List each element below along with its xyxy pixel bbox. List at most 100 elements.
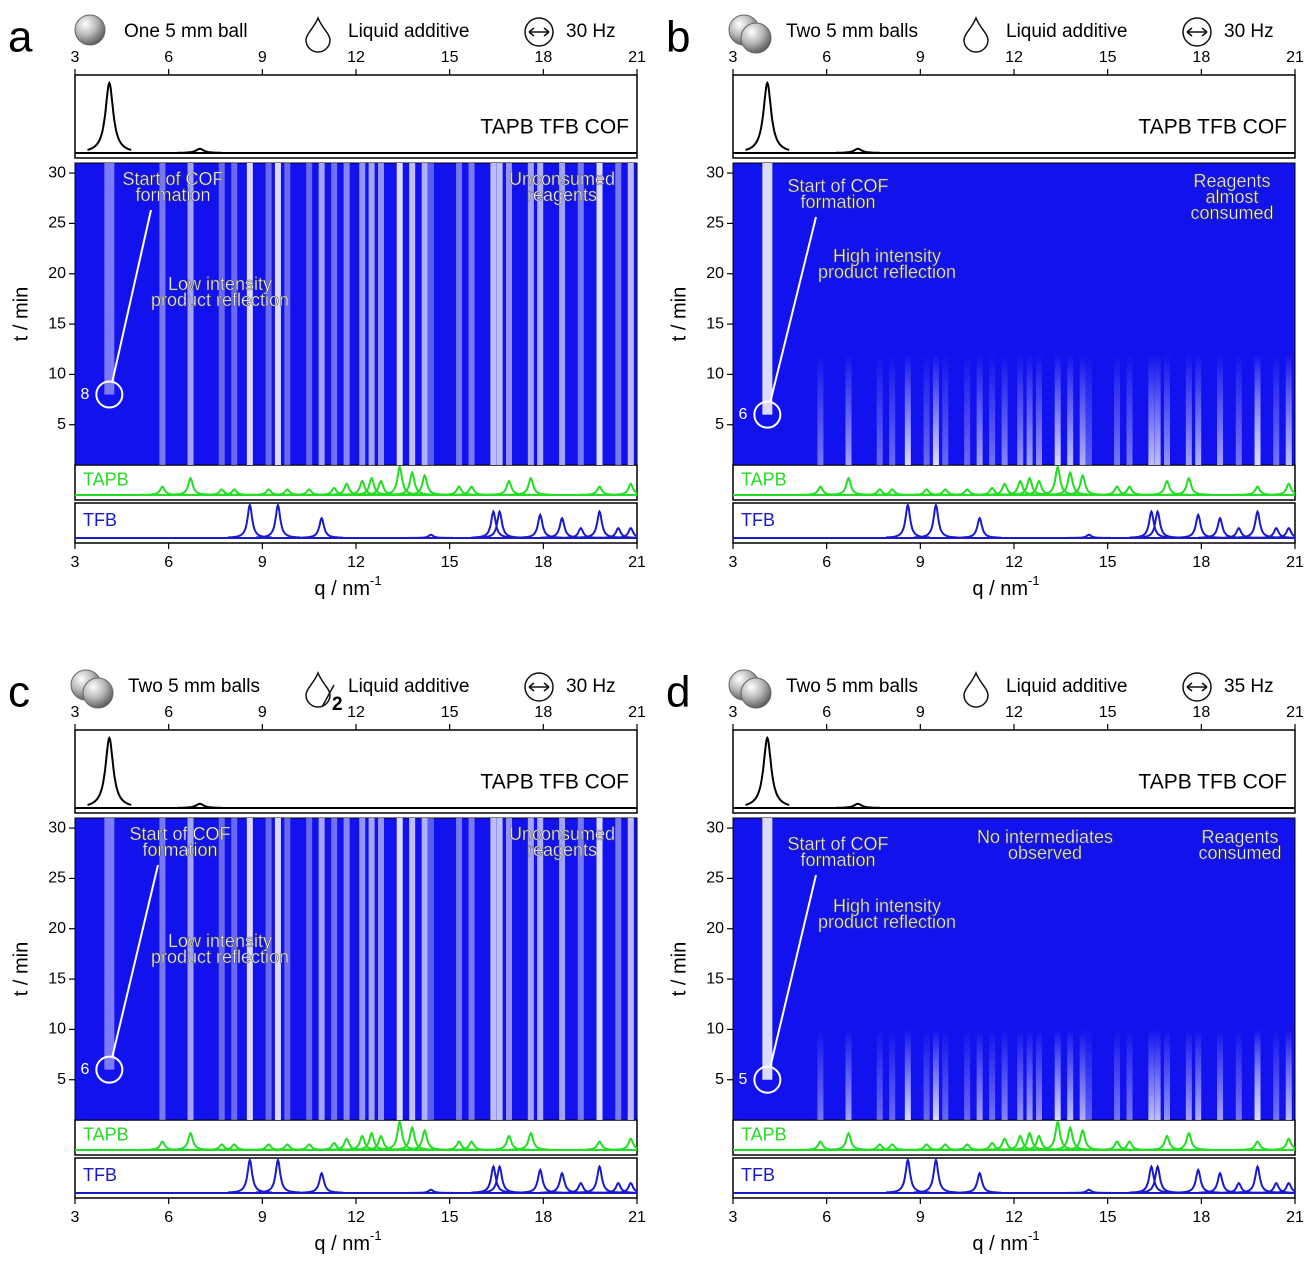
y-tick-label: 30: [706, 819, 724, 836]
x-axis-label: q / nm-1: [972, 573, 1039, 600]
reflection-streak: [989, 354, 996, 465]
profile-peak: [558, 1181, 603, 1194]
reflection-streak: [1195, 1029, 1202, 1120]
annotation: product reflection: [151, 290, 289, 310]
profile-peak: [1198, 1171, 1242, 1194]
frequency-arrow: [528, 682, 550, 692]
profile-peak: [437, 485, 481, 496]
profile-peak: [1254, 526, 1295, 539]
x-tick-label: 15: [1099, 1209, 1117, 1226]
annotation: formation: [800, 192, 875, 212]
profile-box: [732, 1157, 1296, 1199]
onset-label: 8: [81, 386, 90, 403]
frequency-text: 35 Hz: [1224, 676, 1274, 697]
annotation: High intensity: [833, 896, 941, 916]
reflection-streak: [1035, 1029, 1042, 1120]
reflection-streak: [1217, 354, 1224, 465]
liquid-fraction: 2: [332, 694, 343, 715]
y-tick-label: 10: [48, 1021, 66, 1038]
reflection-streak: [359, 818, 366, 1120]
reflection-streak: [427, 163, 434, 465]
profile-name: TFB: [83, 1165, 117, 1185]
y-tick-label: 15: [48, 970, 66, 987]
reflection-streak: [318, 163, 325, 465]
x-tick-label-top: 9: [916, 49, 925, 66]
reflection-streak: [1085, 354, 1092, 465]
reflection-streak: [1001, 354, 1008, 465]
profile-peak: [449, 1140, 494, 1151]
reflection-streak: [1085, 1029, 1092, 1120]
heatmap-background: [732, 817, 1296, 1121]
frequency-icon: [1182, 17, 1212, 47]
reflection-streak: [537, 163, 544, 465]
reflection-streak: [284, 163, 291, 465]
heatmap-background: [732, 162, 1296, 466]
reflection-streak: [274, 818, 281, 1120]
profile-name: TAPB TFB COF: [1138, 771, 1287, 794]
liquid-text: Liquid additive: [348, 676, 469, 697]
reflection-streak: [1217, 1029, 1224, 1120]
profile-peak: [1216, 1181, 1261, 1194]
x-tick-label-top: 6: [164, 49, 173, 66]
reflection-streak: [505, 163, 512, 465]
profile-peak: [596, 1181, 637, 1194]
reflection-streak: [577, 163, 584, 465]
x-tick-label-top: 18: [1192, 49, 1210, 66]
profile-peak: [255, 502, 300, 539]
reflection-streak: [1185, 354, 1192, 465]
panel: d Two 5 mm balls Liquid additive 35 Hz TAPB …: [666, 668, 1304, 1256]
reflection-streak: [923, 354, 930, 465]
y-tick-label: 30: [48, 164, 66, 181]
reflection-streak: [218, 163, 225, 465]
reflection-streak: [1195, 354, 1202, 465]
profile-peak: [518, 1167, 563, 1194]
profile-peak: [1254, 1181, 1295, 1194]
profile-peak: [1167, 1131, 1211, 1151]
profile-peak: [904, 1143, 949, 1151]
profile-name: TAPB: [83, 469, 129, 489]
x-tick-label: 21: [1286, 554, 1304, 571]
annotation: formation: [142, 840, 217, 860]
profile-peak: [608, 482, 638, 496]
y-tick-label: 20: [48, 265, 66, 282]
reflection-streak: [627, 818, 634, 1120]
x-tick-label-top: 6: [822, 49, 831, 66]
y-tick-label: 5: [715, 416, 724, 433]
reflection-streak: [942, 1029, 949, 1120]
profile-peak: [1167, 476, 1211, 496]
y-tick-label: 25: [48, 870, 66, 887]
reflection-streak: [817, 354, 824, 465]
x-tick-label: 9: [916, 1209, 925, 1226]
profile-peak: [1266, 1181, 1296, 1194]
profile-peak: [957, 516, 1002, 539]
x-tick-label: 15: [1099, 554, 1117, 571]
y-tick-label: 15: [706, 315, 724, 332]
profile-peak: [1145, 479, 1189, 496]
profile-peak: [246, 1143, 291, 1151]
cof-streak: [762, 163, 773, 415]
profile-peak: [1107, 1140, 1152, 1151]
reflection-streak: [159, 818, 166, 1120]
reflection-streak: [187, 818, 194, 1120]
reflection-streak: [306, 163, 313, 465]
profile-peak: [857, 488, 902, 496]
reflection-streak: [932, 1029, 939, 1120]
x-tick-label: 6: [822, 554, 831, 571]
reflection-streak: [1035, 354, 1042, 465]
annotation: Start of COF: [122, 169, 223, 189]
ball-icon: [74, 14, 106, 46]
cof-streak: [762, 818, 773, 1080]
panel: a One 5 mm ball Liquid additive 30 Hz TAPB T…: [8, 13, 646, 601]
reflection-streak: [964, 354, 971, 465]
x-tick-label: 18: [1192, 1209, 1210, 1226]
x-axis-label-part: q / nm: [314, 578, 370, 600]
annotation: product reflection: [818, 262, 956, 282]
annotation: product reflection: [818, 912, 956, 932]
profile-peak: [409, 533, 453, 539]
profile-peak: [1266, 482, 1296, 496]
profile-box: [74, 502, 638, 544]
x-tick-label: 18: [534, 554, 552, 571]
reflection-streak: [265, 163, 272, 465]
